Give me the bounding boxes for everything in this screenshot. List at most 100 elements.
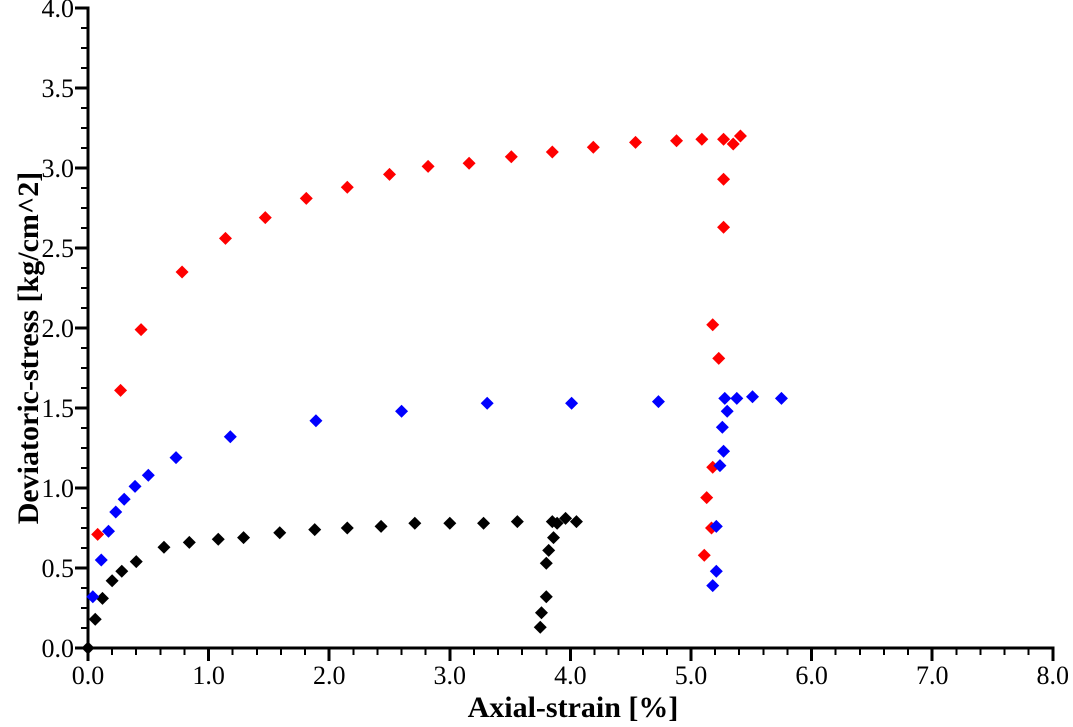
data-point bbox=[223, 430, 237, 444]
data-point bbox=[408, 516, 422, 530]
data-point bbox=[717, 172, 731, 186]
y-tick-label: 3.5 bbox=[42, 74, 75, 103]
data-point bbox=[717, 220, 731, 234]
data-point bbox=[462, 156, 476, 170]
data-point bbox=[218, 231, 232, 245]
data-point bbox=[105, 574, 119, 588]
x-tick-label: 6.0 bbox=[795, 661, 828, 690]
x-tick-label: 1.0 bbox=[192, 661, 225, 690]
x-axis-title: Axial-strain [%] bbox=[467, 691, 679, 724]
y-tick-label: 2.0 bbox=[42, 314, 75, 343]
y-tick-label: 1.0 bbox=[42, 474, 75, 503]
data-point bbox=[717, 444, 731, 458]
data-point bbox=[706, 318, 720, 332]
data-point bbox=[86, 590, 100, 604]
data-point bbox=[746, 390, 760, 404]
data-point bbox=[774, 391, 788, 405]
data-point bbox=[128, 479, 142, 493]
y-tick-labels: 0.0 0.5 1.0 1.5 2.0 2.5 3.0 3.5 4.0 bbox=[42, 0, 75, 663]
data-point bbox=[81, 641, 95, 655]
data-point bbox=[109, 505, 123, 519]
data-point bbox=[340, 521, 354, 535]
data-point bbox=[510, 515, 524, 529]
data-point bbox=[175, 265, 189, 279]
data-point bbox=[715, 420, 729, 434]
data-point bbox=[565, 396, 579, 410]
y-tick-label: 0.0 bbox=[42, 634, 75, 663]
data-point bbox=[308, 523, 322, 537]
data-point bbox=[395, 404, 409, 418]
data-point bbox=[726, 137, 740, 151]
data-point bbox=[545, 145, 559, 159]
data-point bbox=[157, 540, 171, 554]
data-point bbox=[733, 129, 747, 143]
data-point bbox=[480, 396, 494, 410]
data-point bbox=[569, 515, 583, 529]
data-point bbox=[717, 132, 731, 146]
data-point bbox=[709, 564, 723, 578]
data-point bbox=[102, 524, 116, 538]
data-point bbox=[340, 180, 354, 194]
data-point bbox=[91, 527, 105, 541]
data-point bbox=[651, 395, 665, 409]
data-point bbox=[542, 543, 556, 557]
data-point bbox=[706, 579, 720, 593]
data-point bbox=[713, 459, 727, 473]
data-point bbox=[629, 135, 643, 149]
x-tick-labels: 0.0 1.0 2.0 3.0 4.0 5.0 6.0 7.0 8.0 bbox=[72, 661, 1069, 690]
data-point bbox=[443, 516, 457, 530]
data-point bbox=[141, 468, 155, 482]
data-point bbox=[117, 492, 131, 506]
x-tick-label: 8.0 bbox=[1037, 661, 1070, 690]
data-point bbox=[547, 531, 561, 545]
data-point bbox=[299, 191, 313, 205]
data-point bbox=[258, 211, 272, 225]
y-tick-label: 3.0 bbox=[42, 154, 75, 183]
data-point bbox=[730, 391, 744, 405]
data-point bbox=[697, 548, 711, 562]
y-tick-label: 0.5 bbox=[42, 554, 75, 583]
data-point bbox=[539, 590, 553, 604]
y-tick-label: 1.5 bbox=[42, 394, 75, 423]
data-point bbox=[720, 404, 734, 418]
data-point bbox=[533, 620, 547, 634]
red-series bbox=[91, 129, 747, 562]
data-point bbox=[114, 383, 128, 397]
data-point bbox=[95, 591, 109, 605]
x-tick-label: 5.0 bbox=[675, 661, 708, 690]
black-series bbox=[81, 511, 583, 655]
data-point bbox=[709, 519, 723, 533]
data-point bbox=[718, 391, 732, 405]
data-point bbox=[559, 511, 573, 525]
y-tick-label: 4.0 bbox=[42, 0, 75, 23]
data-point bbox=[88, 612, 102, 626]
data-point bbox=[237, 531, 251, 545]
data-point bbox=[421, 159, 435, 173]
data-point bbox=[670, 134, 684, 148]
x-tick-label: 2.0 bbox=[313, 661, 346, 690]
data-point bbox=[712, 351, 726, 365]
data-point bbox=[695, 132, 709, 146]
data-point bbox=[534, 606, 548, 620]
data-point bbox=[504, 150, 518, 164]
data-point bbox=[182, 535, 196, 549]
data-point bbox=[700, 491, 714, 505]
data-point bbox=[169, 451, 183, 465]
data-point bbox=[477, 516, 491, 530]
y-tick-label: 2.5 bbox=[42, 234, 75, 263]
y-axis-title: Deviatoric-stress [kg/cm^2] bbox=[12, 171, 45, 525]
data-point bbox=[374, 519, 388, 533]
x-ticks bbox=[86, 648, 1055, 661]
x-tick-label: 7.0 bbox=[916, 661, 949, 690]
x-tick-label: 4.0 bbox=[554, 661, 587, 690]
data-point bbox=[539, 556, 553, 570]
data-point bbox=[550, 516, 564, 530]
data-point bbox=[134, 323, 148, 337]
data-point bbox=[211, 532, 225, 546]
data-point bbox=[309, 414, 323, 428]
data-point bbox=[115, 564, 129, 578]
data-point bbox=[586, 140, 600, 154]
x-tick-label: 3.0 bbox=[434, 661, 467, 690]
